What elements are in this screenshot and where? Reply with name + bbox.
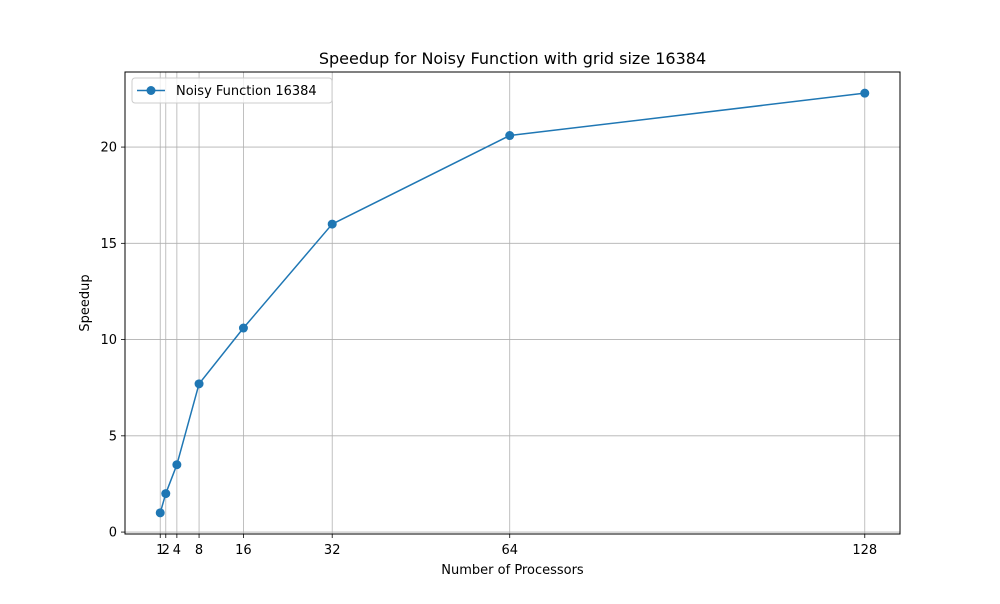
y-axis-label: Speedup	[78, 274, 93, 331]
x-axis-ticks: 12 4 8 16 32 64 128	[156, 534, 877, 558]
x-tick-label: 1	[156, 543, 164, 558]
legend-marker-sample	[146, 86, 156, 95]
y-tick-label: 5	[109, 429, 117, 444]
x-tick-label: 128	[852, 543, 877, 558]
data-point	[155, 508, 165, 518]
y-tick-label: 0	[109, 526, 117, 541]
series-line	[159, 92, 865, 514]
y-tick-label: 15	[100, 237, 117, 252]
y-axis-ticks: 0 5 10 15 20	[100, 141, 125, 541]
chart-title: Speedup for Noisy Function with grid siz…	[319, 49, 706, 68]
y-tick-label: 20	[100, 141, 117, 156]
data-point	[505, 131, 515, 141]
data-point	[238, 323, 248, 333]
legend: Noisy Function 16384	[131, 77, 333, 104]
x-tick-label: 4	[173, 543, 181, 558]
plot-frame	[124, 71, 901, 535]
x-tick-label: 8	[195, 543, 203, 558]
x-tick-label: 16	[235, 543, 252, 558]
legend-entry-label: Noisy Function 16384	[176, 84, 317, 99]
grid-lines	[125, 72, 900, 534]
data-point	[161, 489, 171, 499]
x-axis-label: Number of Processors	[441, 563, 584, 578]
data-point	[860, 88, 870, 98]
legend-box	[131, 77, 333, 104]
data-point	[327, 219, 337, 229]
data-point	[194, 379, 204, 389]
x-tick-label: 32	[324, 543, 341, 558]
x-tick-label: 64	[501, 543, 518, 558]
series-layer	[155, 88, 870, 518]
data-point	[172, 460, 182, 470]
y-tick-label: 10	[100, 333, 117, 348]
x-tick-label: 2	[162, 543, 170, 558]
